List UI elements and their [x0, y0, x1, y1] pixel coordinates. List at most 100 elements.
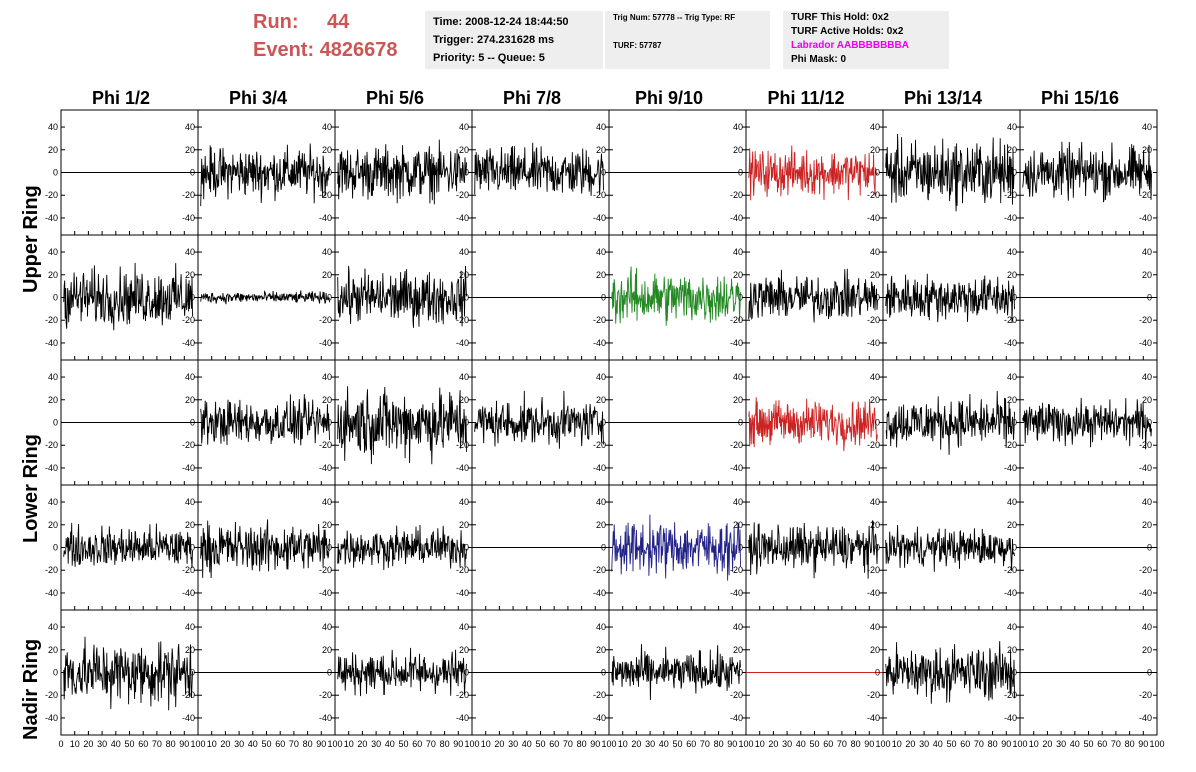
y-tick-label: -20 [593, 440, 606, 450]
y-tick-label: 20 [322, 145, 332, 155]
y-tick-label: 0 [738, 293, 743, 303]
waveform-trace [1022, 141, 1152, 203]
waveform-trace [474, 390, 604, 449]
y-tick-label: 40 [185, 247, 195, 257]
waveform-trace [611, 514, 741, 581]
y-tick-label: -40 [730, 213, 743, 223]
y-tick-label: 40 [733, 497, 743, 507]
x-tick-label: 20 [631, 739, 641, 749]
y-tick-label: 0 [327, 168, 332, 178]
x-tick-label: 50 [398, 739, 408, 749]
x-tick-label: 20 [768, 739, 778, 749]
x-tick-label: 60 [960, 739, 970, 749]
y-tick-label: -20 [182, 440, 195, 450]
x-tick-label: 80 [166, 739, 176, 749]
y-tick-label: -40 [1004, 713, 1017, 723]
x-tick-label: 60 [138, 739, 148, 749]
y-tick-label: 40 [1007, 247, 1017, 257]
x-tick-label: 90 [179, 739, 189, 749]
y-tick-label: -20 [319, 565, 332, 575]
y-tick-label: 0 [1012, 168, 1017, 178]
y-tick-label: 0 [464, 668, 469, 678]
y-tick-label: 40 [1142, 622, 1152, 632]
x-tick-label: 90 [316, 739, 326, 749]
x-tick-label: 10 [481, 739, 491, 749]
y-tick-label: 40 [733, 622, 743, 632]
waveform-trace [748, 520, 878, 579]
y-tick-label: 0 [601, 418, 606, 428]
y-tick-label: -20 [1004, 315, 1017, 325]
x-tick-label: 10 [207, 739, 217, 749]
phi-header-3: Phi 5/6 [365, 88, 425, 108]
y-tick-label: 20 [459, 645, 469, 655]
y-tick-label: -40 [319, 588, 332, 598]
y-tick-label: -20 [45, 190, 58, 200]
y-tick-label: 0 [601, 668, 606, 678]
x-tick-label: 60 [275, 739, 285, 749]
y-tick-label: -20 [456, 440, 469, 450]
waveform-trace [885, 273, 1015, 323]
phi-header-5: Phi 9/10 [634, 88, 704, 108]
y-tick-label: 20 [1142, 145, 1152, 155]
y-tick-label: 40 [733, 247, 743, 257]
x-tick-label: 70 [1111, 739, 1121, 749]
y-tick-label: 40 [1007, 122, 1017, 132]
y-tick-label: 20 [459, 395, 469, 405]
x-tick-label: 10 [892, 739, 902, 749]
waveform-trace [885, 641, 1015, 704]
y-tick-label: 20 [1007, 270, 1017, 280]
y-tick-label: 0 [738, 668, 743, 678]
y-tick-label: 0 [875, 668, 880, 678]
y-tick-label: 0 [464, 418, 469, 428]
y-tick-label: -20 [456, 190, 469, 200]
x-tick-label: 10 [618, 739, 628, 749]
y-tick-label: -40 [867, 213, 880, 223]
y-tick-label: 20 [733, 270, 743, 280]
phi-header-6: Phi 11/12 [767, 88, 845, 108]
waveform-trace [748, 268, 878, 323]
x-tick-label: 90 [1138, 739, 1148, 749]
y-tick-label: -20 [45, 690, 58, 700]
x-tick-label: 80 [440, 739, 450, 749]
labrador-text: Labrador AABBBBBBBA [791, 40, 909, 51]
y-tick-label: 20 [1007, 520, 1017, 530]
x-tick-label: 90 [1001, 739, 1011, 749]
y-tick-label: -40 [730, 463, 743, 473]
phi-header-4: Phi 7/8 [502, 88, 562, 108]
y-tick-label: 0 [738, 168, 743, 178]
x-tick-label: 30 [234, 739, 244, 749]
x-tick-label: 60 [686, 739, 696, 749]
y-tick-label: 20 [1142, 395, 1152, 405]
waveform-trace [337, 265, 467, 328]
y-tick-label: 20 [185, 395, 195, 405]
waveform-trace [200, 394, 330, 446]
y-tick-label: 20 [48, 270, 58, 280]
y-tick-label: 40 [322, 497, 332, 507]
x-tick-label: 40 [796, 739, 806, 749]
x-tick-label: 40 [1070, 739, 1080, 749]
x-tick-label: 80 [851, 739, 861, 749]
turf-info-box: TURF This Hold: 0x2 TURF Active Holds: 0… [783, 11, 949, 69]
y-tick-label: -40 [182, 213, 195, 223]
waveform-trace [885, 390, 1015, 455]
y-tick-label: -20 [456, 315, 469, 325]
x-tick-label: 30 [645, 739, 655, 749]
y-tick-label: -40 [182, 463, 195, 473]
y-tick-label: -40 [45, 588, 58, 598]
x-tick-label: 20 [83, 739, 93, 749]
y-tick-label: -20 [1139, 565, 1152, 575]
y-tick-label: -20 [456, 690, 469, 700]
x-tick-label: 100 [327, 739, 342, 749]
y-tick-label: -20 [730, 440, 743, 450]
y-tick-label: -20 [45, 315, 58, 325]
waveform-trace [611, 266, 741, 326]
trig-num-text: Trig Num: 57778 -- Trig Type: RF [613, 13, 736, 22]
y-tick-label: -40 [456, 213, 469, 223]
y-tick-label: 20 [48, 645, 58, 655]
y-tick-label: 20 [459, 145, 469, 155]
y-tick-label: -20 [867, 565, 880, 575]
x-tick-label: 30 [1056, 739, 1066, 749]
y-tick-label: 40 [185, 122, 195, 132]
y-tick-label: 0 [875, 418, 880, 428]
